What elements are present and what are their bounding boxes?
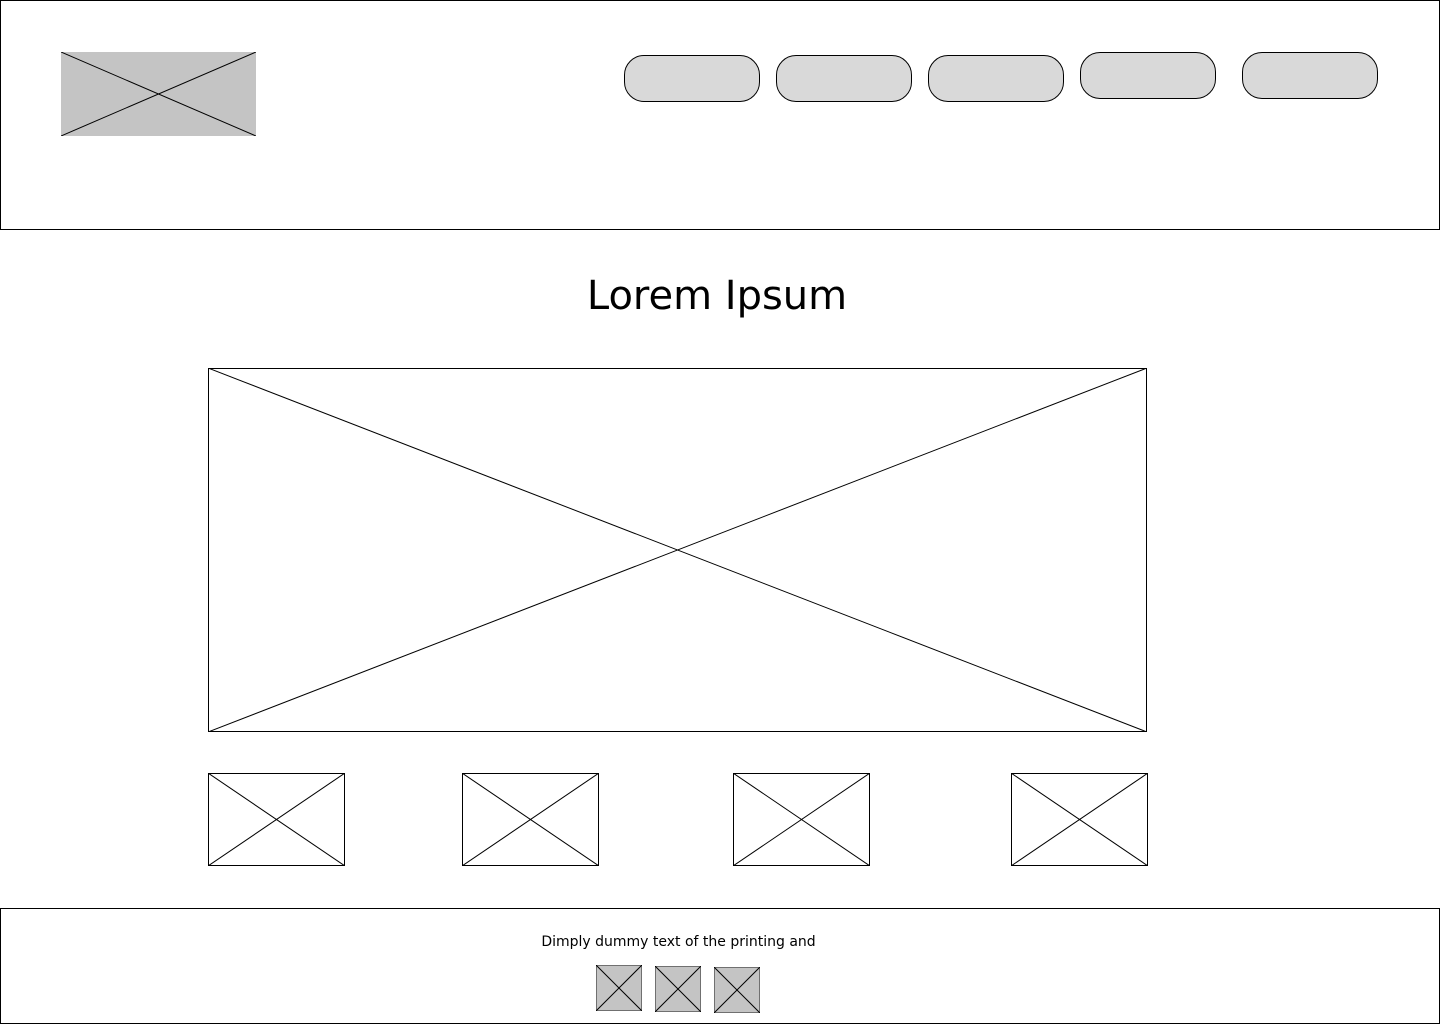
thumbnail-image-placeholder-icon[interactable]: [208, 773, 345, 866]
social-image-placeholder-icon[interactable]: [596, 965, 642, 1011]
thumbnail-image-placeholder-icon[interactable]: [733, 773, 870, 866]
nav-button-4[interactable]: [1080, 52, 1216, 99]
social-image-placeholder-icon[interactable]: [714, 967, 760, 1013]
logo-image-placeholder-icon[interactable]: [61, 52, 256, 136]
thumbnail-image-placeholder-icon[interactable]: [1011, 773, 1148, 866]
nav-button-2[interactable]: [776, 55, 912, 102]
nav-button-3[interactable]: [928, 55, 1064, 102]
nav-button-5[interactable]: [1242, 52, 1378, 99]
footer-text: Dimply dummy text of the printing and: [541, 934, 816, 950]
hero-image-placeholder-icon[interactable]: [208, 368, 1147, 732]
social-image-placeholder-icon[interactable]: [655, 966, 701, 1012]
page-title: Lorem Ipsum: [586, 273, 848, 319]
nav-button-1[interactable]: [624, 55, 760, 102]
thumbnail-image-placeholder-icon[interactable]: [462, 773, 599, 866]
